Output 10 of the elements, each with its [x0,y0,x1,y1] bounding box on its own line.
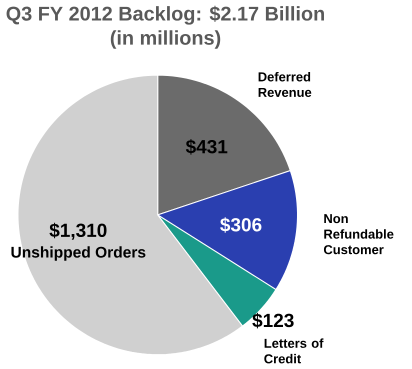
data-label: $306 [220,217,262,233]
data-label: $431 [186,139,228,155]
chart-subtitle: (in millions) [110,30,220,49]
data-label: $123 [252,312,294,328]
slice-label: Letters of Credit [264,338,324,364]
data-label: $1,310 [49,222,107,240]
slice-label: Non Refundable Customer [324,214,394,254]
slice-label: Deferred Revenue [258,72,312,97]
slice-label: Unshipped Orders [11,246,146,261]
chart-title: Q3 FY 2012 Backlog: $2.17 Billion [6,6,324,25]
